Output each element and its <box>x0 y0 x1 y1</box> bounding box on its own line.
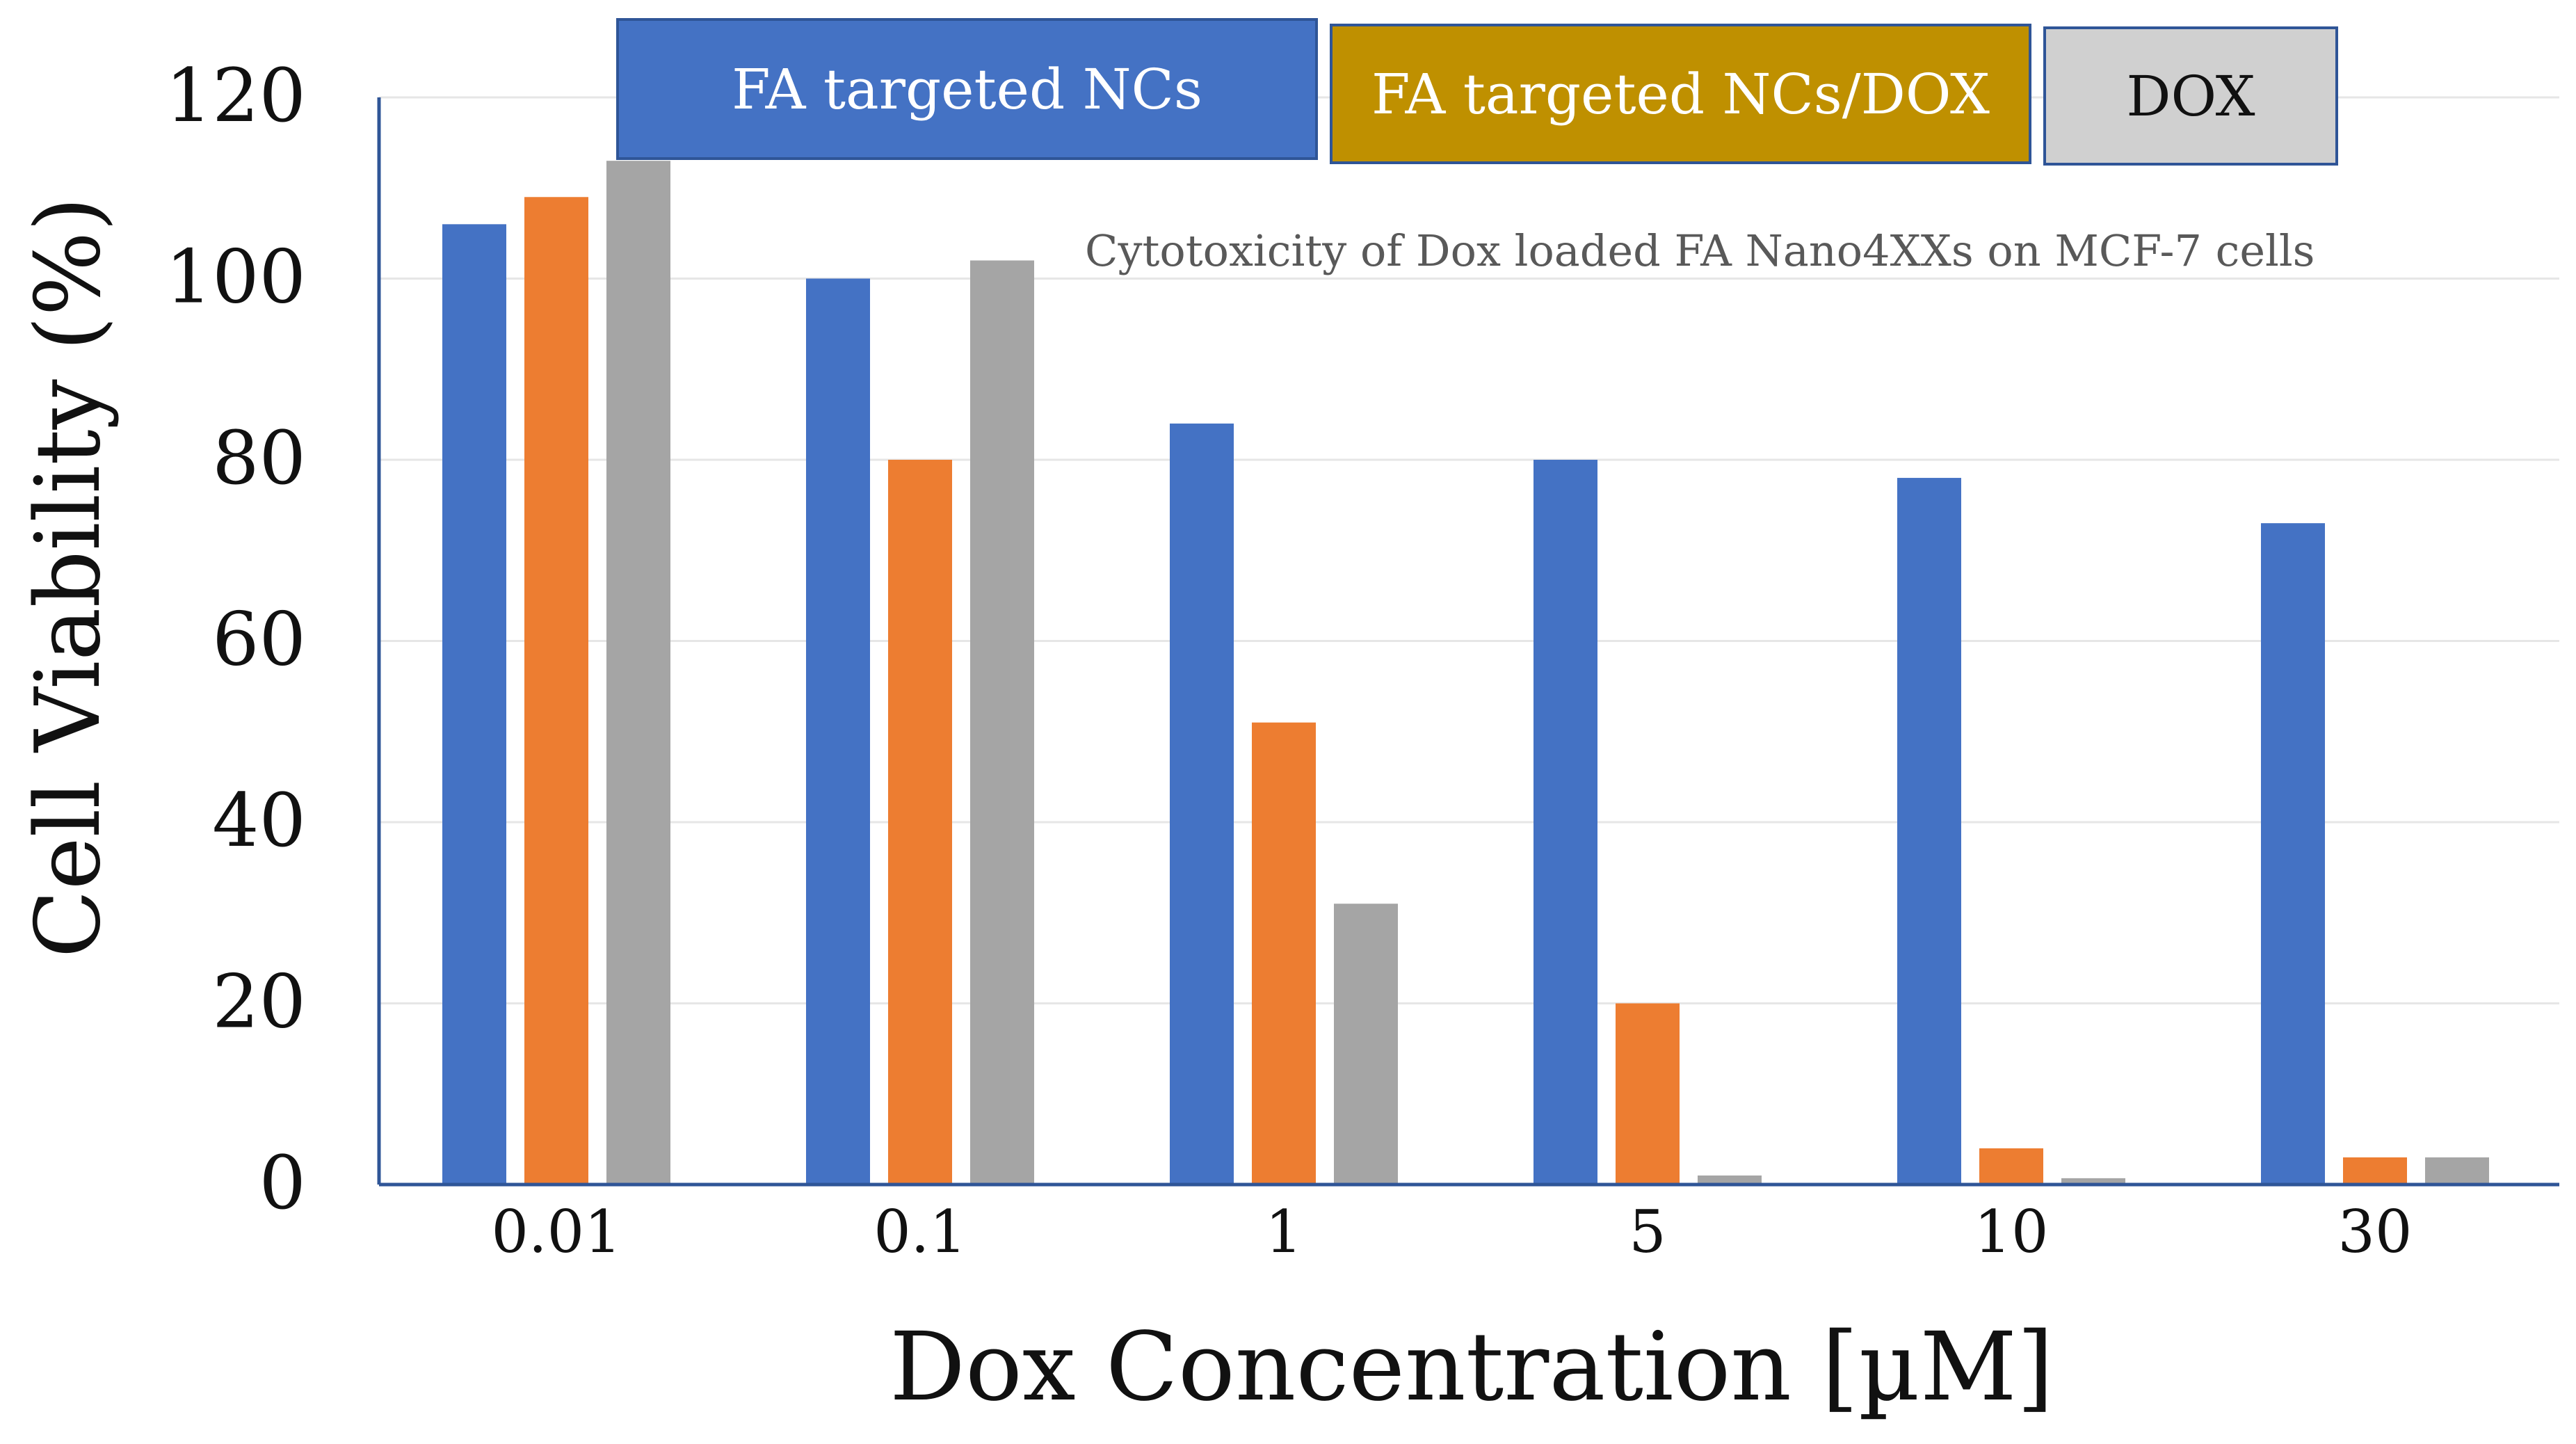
bar-fa-targeted-ncs-30 <box>2261 523 2325 1185</box>
bar-dox-10 <box>2061 1178 2125 1185</box>
legend-swatch-3 <box>2043 26 2338 166</box>
legend-label-1: FA targeted NCs <box>732 57 1202 122</box>
y-tick-labels: 0 20 40 60 80 100 120 <box>166 53 306 1226</box>
bar-fa-targeted-ncs-5 <box>1533 460 1597 1185</box>
bar-fa-targeted-ncs-dox-30 <box>2343 1157 2407 1185</box>
y-tick-100: 100 <box>166 234 306 320</box>
y-tick-20: 20 <box>212 959 306 1045</box>
x-tick-10: 10 <box>1974 1198 2049 1266</box>
x-tick-5: 5 <box>1629 1198 1666 1266</box>
bar-fa-targeted-ncs-0.1 <box>806 278 870 1185</box>
bar-fa-targeted-ncs-dox-0.1 <box>888 460 952 1185</box>
bar-dox-5 <box>1698 1175 1762 1185</box>
bar-fa-targeted-ncs-1 <box>1170 423 1234 1185</box>
bar-fa-targeted-ncs-dox-10 <box>1979 1148 2043 1185</box>
bars <box>442 161 2489 1185</box>
y-tick-0: 0 <box>259 1140 306 1226</box>
legend-item-3: DOX <box>2043 26 2338 166</box>
legend-item-2: FA targeted NCs/DOX <box>1330 24 2031 164</box>
bar-fa-targeted-ncs-10 <box>1897 478 1961 1185</box>
bar-fa-targeted-ncs-0.01 <box>442 224 506 1185</box>
x-axis-label: Dox Concentration [µM] <box>889 1313 2054 1422</box>
x-tick-0.01: 0.01 <box>491 1198 621 1266</box>
bar-dox-0.1 <box>970 260 1034 1185</box>
legend-swatch-1 <box>616 18 1318 160</box>
y-tick-60: 60 <box>212 597 306 682</box>
y-tick-40: 40 <box>212 778 306 863</box>
bar-dox-0.01 <box>606 161 670 1185</box>
bar-fa-targeted-ncs-dox-5 <box>1616 1003 1680 1185</box>
x-tick-0.1: 0.1 <box>874 1198 967 1266</box>
legend-swatch-2 <box>1330 24 2031 164</box>
x-tick-30: 30 <box>2338 1198 2413 1266</box>
legend-label-2: FA targeted NCs/DOX <box>1371 62 1990 127</box>
legend-label-3: DOX <box>2126 64 2255 129</box>
bar-fa-targeted-ncs-dox-1 <box>1252 722 1316 1185</box>
chart-title: Cytotoxicity of Dox loaded FA Nano4XXs o… <box>1085 225 2315 276</box>
bar-dox-1 <box>1334 904 1398 1185</box>
legend-item-1: FA targeted NCs <box>616 18 1318 160</box>
x-tick-labels: 0.01 0.1 1 5 10 30 <box>491 1198 2412 1266</box>
y-tick-120: 120 <box>166 53 306 138</box>
bar-dox-30 <box>2425 1157 2489 1185</box>
x-tick-1: 1 <box>1265 1198 1302 1266</box>
bar-fa-targeted-ncs-dox-0.01 <box>524 197 588 1185</box>
y-tick-80: 80 <box>212 415 306 501</box>
legend: FA targeted NCs FA targeted NCs/DOX DOX <box>616 18 2338 166</box>
y-axis-label: Cell Viability (%) <box>17 197 120 958</box>
